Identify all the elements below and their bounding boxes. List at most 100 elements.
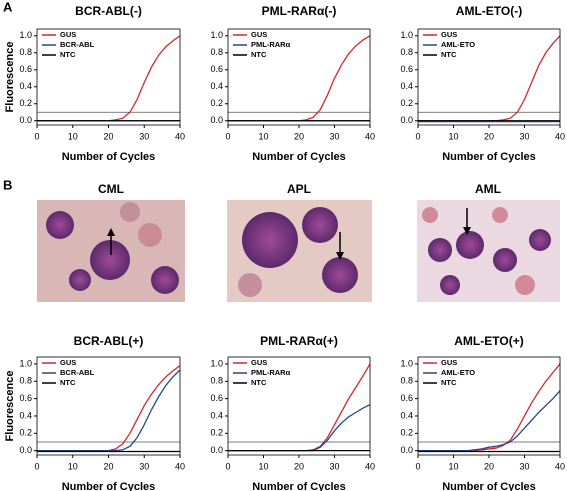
chart-title: BCR-ABL(-) [75,4,142,18]
x-tick-label: 30 [329,131,339,141]
x-tick-label: 0 [225,131,230,141]
y-tick-label: 0.2 [19,428,32,438]
image-label: AML [475,182,501,196]
legend-label: NTC [60,378,76,387]
y-tick-label: 1.0 [19,30,32,40]
x-tick-label: 0 [415,461,420,471]
plot-frame [417,356,561,456]
legend-label: GUS [60,358,76,367]
y-tick-label: 0.4 [210,410,223,420]
y-tick-label: 0.8 [210,47,223,57]
plot-frame [417,28,561,126]
y-tick-label: 0.6 [19,393,32,403]
chart-title: AML-ETO(-) [456,4,522,18]
y-tick-label: 0.6 [210,64,223,74]
plot-frame [36,28,181,126]
series-line [418,363,561,452]
x-tick-label: 10 [258,461,268,471]
plot-frame [36,356,181,456]
y-tick-label: 1.0 [19,358,32,368]
legend-label: NTC [441,378,457,387]
x-tick-label: 10 [448,461,458,471]
y-tick-label: 0.8 [19,376,32,386]
legend-label: GUS [251,30,267,39]
chart-title: AML-ETO(+) [454,334,523,348]
x-tick-label: 30 [519,461,529,471]
x-tick-label: 10 [68,461,78,471]
y-tick-label: 0.0 [210,115,223,125]
x-tick-label: 20 [294,461,304,471]
micrograph [227,200,372,302]
legend-label: GUS [441,358,457,367]
y-tick-label: 0.0 [19,445,32,455]
micrograph [417,200,560,302]
y-tick-label: 0.4 [19,410,32,420]
series-line [228,363,371,452]
y-tick-label: 0.4 [400,410,413,420]
series-line [37,35,181,122]
x-tick-label: 0 [415,131,420,141]
x-tick-label: 20 [484,461,494,471]
x-tick-label: 20 [294,131,304,141]
chart-title: PML-RARα(+) [260,334,338,348]
x-tick-label: 40 [555,461,565,471]
panel-label: B [3,177,12,192]
x-tick-label: 20 [103,461,113,471]
series-line [228,404,371,452]
x-tick-label: 40 [175,461,185,471]
x-axis-label: Number of Cycles [62,481,156,491]
y-tick-label: 0.2 [400,98,413,108]
series-line [37,365,181,452]
series-line [418,35,561,122]
chart-title: BCR-ABL(+) [74,334,144,348]
y-tick-label: 0.8 [210,376,223,386]
legend-label: NTC [251,50,267,59]
y-tick-label: 0.2 [400,428,413,438]
y-tick-label: 0.8 [400,376,413,386]
y-tick-label: 1.0 [400,358,413,368]
y-tick-label: 0.8 [19,47,32,57]
legend-label: GUS [441,30,457,39]
y-tick-label: 0.6 [400,393,413,403]
x-tick-label: 20 [103,131,113,141]
legend-label: PML-RARα [251,40,291,49]
y-axis-label: Fluorescence [4,42,16,113]
y-tick-label: 1.0 [210,358,223,368]
legend-label: AML-ETO [441,368,475,377]
y-tick-label: 0.6 [19,64,32,74]
x-tick-label: 0 [34,131,39,141]
x-tick-label: 40 [175,131,185,141]
y-tick-label: 1.0 [210,30,223,40]
y-tick-label: 0.4 [210,81,223,91]
x-tick-label: 10 [448,131,458,141]
legend-label: BCR-ABL [60,40,95,49]
x-tick-label: 40 [365,461,375,471]
panel-label: A [3,0,13,14]
y-tick-label: 0.2 [210,428,223,438]
legend-label: GUS [251,358,267,367]
series-line [418,390,561,452]
plot-frame [227,356,371,456]
x-axis-label: Number of Cycles [252,481,346,491]
image-label: APL [287,182,311,196]
x-tick-label: 40 [365,131,375,141]
x-axis-label: Number of Cycles [62,151,156,163]
x-tick-label: 30 [139,131,149,141]
legend-label: AML-ETO [441,40,475,49]
micrograph [37,200,185,302]
x-tick-label: 0 [225,461,230,471]
x-tick-label: 40 [555,131,565,141]
legend-label: GUS [60,30,76,39]
x-tick-label: 20 [484,131,494,141]
y-tick-label: 0.2 [210,98,223,108]
y-tick-label: 0.6 [210,393,223,403]
series-line [37,369,181,452]
x-tick-label: 10 [258,131,268,141]
x-tick-label: 10 [68,131,78,141]
y-tick-label: 0.0 [400,445,413,455]
legend-label: NTC [441,50,457,59]
chart-title: PML-RARα(-) [262,4,337,18]
plot-frame [227,28,371,126]
y-tick-label: 0.0 [210,445,223,455]
legend-label: PML-RARα [251,368,291,377]
